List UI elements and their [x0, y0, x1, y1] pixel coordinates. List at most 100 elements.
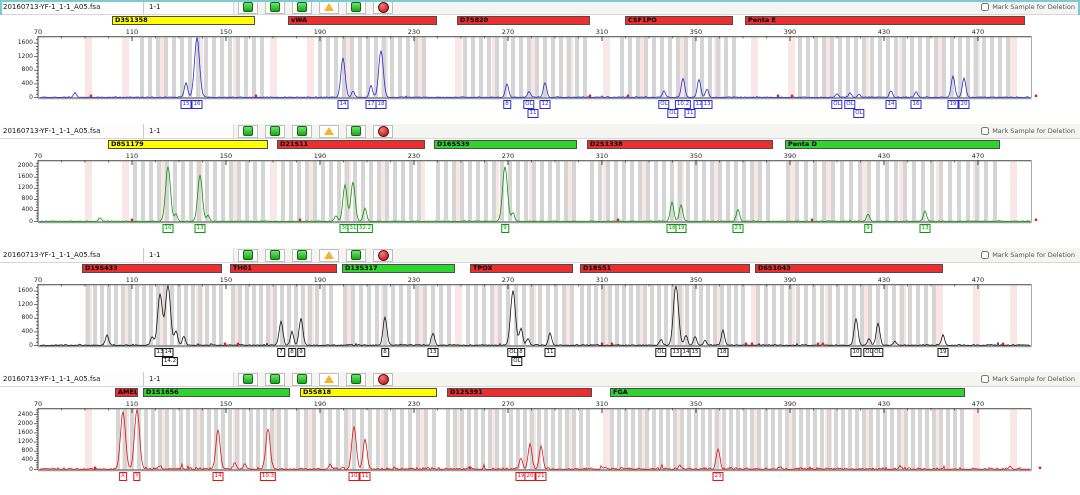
green-square-button[interactable]: [292, 124, 312, 138]
allele-label[interactable]: 8: [503, 100, 511, 109]
green-square-button[interactable]: [238, 372, 258, 386]
allele-label[interactable]: 8: [381, 348, 389, 357]
warning-triangle-button[interactable]: [319, 124, 339, 138]
allele-label[interactable]: 10: [348, 472, 360, 481]
allele-label[interactable]: 13: [194, 224, 206, 233]
allele-label[interactable]: 23: [732, 224, 744, 233]
mark-sample-checkbox[interactable]: [981, 3, 990, 11]
allele-label[interactable]: 13: [427, 348, 439, 357]
marker-d8s1179[interactable]: D8S1179: [108, 140, 268, 149]
green-square-button[interactable]: [346, 124, 366, 138]
mark-sample-checkbox[interactable]: [981, 375, 990, 383]
green-square-button[interactable]: [238, 0, 258, 14]
red-stop-button[interactable]: [373, 248, 393, 262]
allele-label[interactable]: OL: [872, 348, 884, 357]
marker-d1s1656[interactable]: D1S1656: [143, 388, 290, 397]
allele-label[interactable]: 12: [539, 100, 551, 109]
green-square-button[interactable]: [265, 248, 285, 262]
marker-d19s433[interactable]: D19S433: [82, 264, 222, 273]
allele-label[interactable]: 11: [527, 109, 539, 118]
warning-triangle-button[interactable]: [319, 0, 339, 14]
warning-triangle-button[interactable]: [319, 372, 339, 386]
marker-vwa[interactable]: vWA: [288, 16, 437, 25]
allele-label[interactable]: OL: [523, 100, 535, 109]
allele-label[interactable]: 14: [162, 348, 174, 357]
allele-label[interactable]: 19: [675, 224, 687, 233]
allele-label[interactable]: 14: [885, 100, 897, 109]
green-square-button[interactable]: [292, 372, 312, 386]
allele-label[interactable]: OL: [511, 357, 523, 366]
marker-d13s317[interactable]: D13S317: [342, 264, 455, 273]
allele-label[interactable]: 18: [717, 348, 729, 357]
green-square-button[interactable]: [238, 124, 258, 138]
allele-label[interactable]: 20: [524, 472, 536, 481]
allele-label[interactable]: OL: [667, 109, 679, 118]
mark-sample-checkbox[interactable]: [981, 127, 990, 135]
marker-penta-d[interactable]: Penta D: [785, 140, 1000, 149]
allele-label[interactable]: 9: [501, 224, 509, 233]
green-square-button[interactable]: [346, 0, 366, 14]
allele-label[interactable]: 16: [191, 100, 203, 109]
allele-label[interactable]: 18: [375, 100, 387, 109]
allele-label[interactable]: 15: [689, 348, 701, 357]
green-square-button[interactable]: [346, 248, 366, 262]
allele-label[interactable]: 20: [958, 100, 970, 109]
marker-amel[interactable]: AMEL: [115, 388, 138, 397]
green-square-button[interactable]: [265, 372, 285, 386]
marker-d21s11[interactable]: D21S11: [277, 140, 425, 149]
allele-label[interactable]: 32.2: [356, 224, 374, 233]
allele-label[interactable]: OL: [853, 109, 865, 118]
allele-label[interactable]: 23: [712, 472, 724, 481]
green-square-button[interactable]: [292, 248, 312, 262]
marker-th01[interactable]: TH01: [230, 264, 337, 273]
allele-label[interactable]: 11: [359, 472, 371, 481]
allele-label[interactable]: 11: [544, 348, 556, 357]
allele-label[interactable]: 16: [910, 100, 922, 109]
allele-label[interactable]: 19: [937, 348, 949, 357]
allele-label[interactable]: 14: [337, 100, 349, 109]
allele-label[interactable]: 21: [535, 472, 547, 481]
green-square-button[interactable]: [265, 124, 285, 138]
marker-penta-e[interactable]: Penta E: [745, 16, 1025, 25]
green-square-button[interactable]: [238, 248, 258, 262]
marker-d3s1358[interactable]: D3S1358: [112, 16, 255, 25]
marker-d12s391[interactable]: D12S391: [447, 388, 592, 397]
red-stop-button[interactable]: [373, 372, 393, 386]
allele-label[interactable]: Y: [133, 472, 141, 481]
allele-label[interactable]: 10.3: [259, 472, 277, 481]
allele-label[interactable]: X: [119, 472, 127, 481]
red-stop-button[interactable]: [373, 124, 393, 138]
allele-label[interactable]: 10: [850, 348, 862, 357]
allele-label[interactable]: 14.2: [161, 357, 179, 366]
allele-label[interactable]: OL: [655, 348, 667, 357]
allele-label[interactable]: 19: [947, 100, 959, 109]
green-square-button[interactable]: [346, 372, 366, 386]
green-square-button[interactable]: [292, 0, 312, 14]
marker-d5s818[interactable]: D5S818: [300, 388, 437, 397]
allele-label[interactable]: 14: [212, 472, 224, 481]
marker-d6s1043[interactable]: D6S1043: [755, 264, 943, 273]
green-square-button[interactable]: [265, 0, 285, 14]
allele-label[interactable]: 13: [701, 100, 713, 109]
allele-label[interactable]: 9: [864, 224, 872, 233]
allele-label[interactable]: 8: [517, 348, 525, 357]
allele-label[interactable]: 8: [288, 348, 296, 357]
allele-label[interactable]: 15: [180, 100, 192, 109]
allele-label[interactable]: 7: [277, 348, 285, 357]
marker-d7s820[interactable]: D7S820: [457, 16, 590, 25]
warning-triangle-button[interactable]: [319, 248, 339, 262]
allele-label[interactable]: 10: [162, 224, 174, 233]
allele-label[interactable]: OL: [844, 100, 856, 109]
mark-sample-checkbox[interactable]: [981, 251, 990, 259]
allele-label[interactable]: OL: [831, 100, 843, 109]
marker-csf1po[interactable]: CSF1PO: [625, 16, 733, 25]
allele-label[interactable]: 10.2: [674, 100, 692, 109]
allele-label[interactable]: OL: [658, 100, 670, 109]
allele-label[interactable]: 9: [297, 348, 305, 357]
marker-fga[interactable]: FGA: [610, 388, 965, 397]
marker-d18s51[interactable]: D18S51: [580, 264, 750, 273]
marker-tpox[interactable]: TPOX: [470, 264, 573, 273]
marker-d2s1338[interactable]: D2S1338: [587, 140, 773, 149]
marker-d16s539[interactable]: D16S539: [434, 140, 577, 149]
red-stop-button[interactable]: [373, 0, 393, 14]
